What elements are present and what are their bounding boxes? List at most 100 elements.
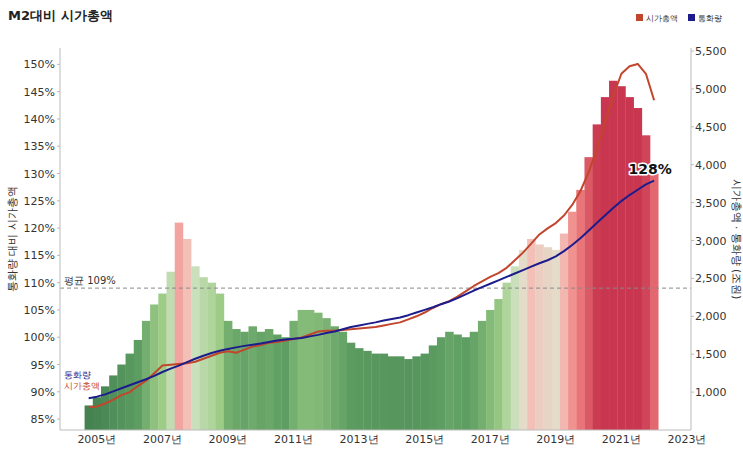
legend: 시가총액통화량 xyxy=(636,14,722,23)
y-tick-label: 125% xyxy=(24,195,55,208)
chart: M2대비 시가총액85%90%95%100%105%110%115%120%12… xyxy=(0,0,743,449)
y2-tick xyxy=(691,354,694,355)
x-tick-label: 2009년 xyxy=(208,433,247,446)
series-start-label: 시가총액 xyxy=(64,381,100,391)
y-tick-label: 120% xyxy=(24,222,55,235)
bar xyxy=(248,326,256,430)
x-tick-label: 2015년 xyxy=(405,433,444,446)
y2-tick-label: 4,500 xyxy=(695,121,727,134)
bar xyxy=(519,250,527,430)
y-tick xyxy=(57,337,60,338)
bar xyxy=(216,294,224,430)
y2-tick-label: 2,000 xyxy=(695,310,727,323)
bar xyxy=(85,405,93,430)
bar xyxy=(543,247,551,430)
bar xyxy=(191,266,199,430)
x-tick-label: 2021년 xyxy=(602,433,641,446)
bar xyxy=(167,272,175,430)
y-tick-label: 145% xyxy=(24,86,55,99)
bar xyxy=(347,343,355,430)
bar xyxy=(371,354,379,430)
y2-axis-title: 시가총액 · 통화량 (조원) xyxy=(731,179,743,300)
y-tick xyxy=(57,364,60,365)
bar xyxy=(330,326,338,430)
bar xyxy=(158,294,166,430)
x-tick-label: 2011년 xyxy=(274,433,313,446)
y-tick-label: 140% xyxy=(24,113,55,126)
bar xyxy=(224,321,232,430)
y-tick xyxy=(57,391,60,392)
bar xyxy=(560,234,568,430)
bar xyxy=(298,310,306,430)
x-axis-line xyxy=(60,430,691,431)
y2-tick-label: 2,500 xyxy=(695,272,727,285)
x-tick-label: 2007년 xyxy=(143,433,182,446)
y2-tick-label: 4,000 xyxy=(695,159,727,172)
y2-tick-label: 5,000 xyxy=(695,83,727,96)
bar xyxy=(232,329,240,430)
bar xyxy=(150,304,158,430)
y2-tick xyxy=(691,51,694,52)
bar xyxy=(339,332,347,430)
y-tick xyxy=(57,64,60,65)
y2-tick xyxy=(691,316,694,317)
y-tick-label: 95% xyxy=(31,359,55,372)
bar xyxy=(322,318,330,430)
y-tick-label: 100% xyxy=(24,331,55,344)
y2-tick xyxy=(691,392,694,393)
line-1 xyxy=(89,64,654,407)
bar xyxy=(142,321,150,430)
x-tick-label: 2019년 xyxy=(536,433,575,446)
bar xyxy=(175,223,183,430)
bar xyxy=(404,359,412,430)
bar xyxy=(396,356,404,430)
bar xyxy=(617,86,625,430)
bar xyxy=(478,321,486,430)
bar xyxy=(601,97,609,430)
y-tick-label: 110% xyxy=(24,277,55,290)
y-tick xyxy=(57,419,60,420)
y-tick-label: 85% xyxy=(31,413,55,426)
bar xyxy=(535,244,543,430)
bar xyxy=(486,310,494,430)
bar xyxy=(625,97,633,430)
y2-tick-label: 1,500 xyxy=(695,348,727,361)
y-tick xyxy=(57,255,60,256)
y2-tick xyxy=(691,126,694,127)
bar xyxy=(281,337,289,430)
bar xyxy=(642,135,650,430)
annotation: 128% xyxy=(628,161,671,177)
y2-tick xyxy=(691,202,694,203)
bar xyxy=(503,283,511,430)
plot-marks xyxy=(60,64,691,430)
y-tick xyxy=(57,200,60,201)
bar xyxy=(363,351,371,430)
y2-tick xyxy=(691,278,694,279)
y-tick xyxy=(57,282,60,283)
bar xyxy=(445,332,453,430)
legend-label: 통화량 xyxy=(698,14,722,23)
bar xyxy=(183,239,191,430)
y-tick xyxy=(57,146,60,147)
x-tick-label: 2013년 xyxy=(340,433,379,446)
y-tick-label: 150% xyxy=(24,58,55,71)
y-tick xyxy=(57,118,60,119)
bar xyxy=(429,345,437,430)
bar xyxy=(609,81,617,430)
bar xyxy=(576,190,584,430)
y-tick xyxy=(57,228,60,229)
bar xyxy=(388,356,396,430)
y2-tick-label: 3,500 xyxy=(695,197,727,210)
bar xyxy=(380,354,388,430)
bar xyxy=(584,157,592,430)
y-tick-label: 105% xyxy=(24,304,55,317)
title: M2대비 시가총액 xyxy=(8,8,113,23)
bar xyxy=(421,354,429,430)
bar xyxy=(199,277,207,430)
bar xyxy=(437,337,445,430)
x-tick-label: 2005년 xyxy=(77,433,116,446)
y2-tick-label: 3,000 xyxy=(695,235,727,248)
average-line xyxy=(60,288,691,289)
y-tick xyxy=(57,173,60,174)
y-axis-title: 통화량 대비 시가총액 xyxy=(6,186,18,292)
